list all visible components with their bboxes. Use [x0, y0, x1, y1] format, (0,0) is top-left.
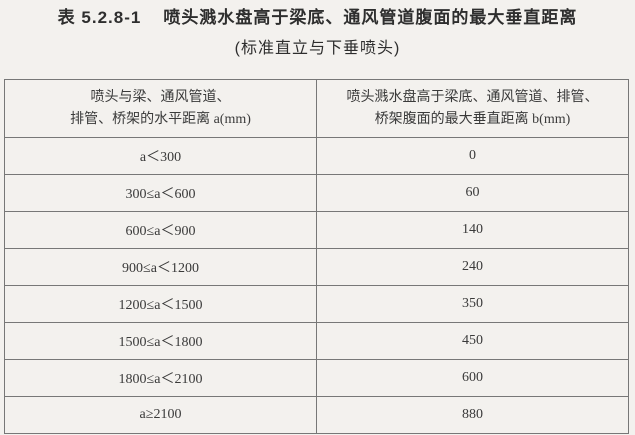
horizontal-distance-cell: 1200≤a＜1500 — [4, 285, 317, 323]
vertical-distance-cell: 60 — [316, 174, 629, 212]
horizontal-distance-cell: a＜300 — [4, 137, 317, 175]
table-row: a≥2100 880 — [4, 396, 629, 434]
header-horizontal-distance: 喷头与梁、通风管道、 排管、桥架的水平距离 a(mm) — [4, 79, 317, 138]
table-row: 600≤a＜900 140 — [4, 211, 629, 249]
header-line: 桥架腹面的最大垂直距离 b(mm) — [374, 111, 571, 127]
header-vertical-distance: 喷头溅水盘高于梁底、通风管道、排管、 桥架腹面的最大垂直距离 b(mm) — [316, 79, 629, 138]
horizontal-distance-cell: 600≤a＜900 — [4, 211, 317, 249]
vertical-distance-cell: 450 — [316, 322, 629, 360]
table-row: 1200≤a＜1500 350 — [4, 285, 629, 323]
table-title: 表 5.2.8-1 喷头溅水盘高于梁底、通风管道腹面的最大垂直距离 — [0, 3, 635, 28]
horizontal-distance-cell: 900≤a＜1200 — [4, 248, 317, 286]
table-row: 1500≤a＜1800 450 — [4, 322, 629, 360]
vertical-distance-cell: 0 — [316, 137, 629, 175]
header-line: 排管、桥架的水平距离 a(mm) — [70, 111, 251, 127]
horizontal-distance-cell: 1800≤a＜2100 — [4, 359, 317, 397]
horizontal-distance-cell: 1500≤a＜1800 — [4, 322, 317, 360]
table-title-text: 喷头溅水盘高于梁底、通风管道腹面的最大垂直距离 — [163, 8, 578, 27]
header-line: 喷头溅水盘高于梁底、通风管道、排管、 — [346, 89, 599, 105]
table-subtitle: (标准直立与下垂喷头) — [234, 40, 401, 57]
distance-table: 喷头与梁、通风管道、 排管、桥架的水平距离 a(mm) 喷头溅水盘高于梁底、通风… — [4, 79, 629, 434]
table-row: 900≤a＜1200 240 — [4, 248, 629, 286]
table-row: a＜300 0 — [4, 137, 629, 175]
horizontal-distance-cell: a≥2100 — [4, 396, 317, 434]
vertical-distance-cell: 240 — [316, 248, 629, 286]
vertical-distance-cell: 880 — [316, 396, 629, 434]
table-number: 表 5.2.8-1 — [57, 8, 142, 27]
header-line: 喷头与梁、通风管道、 — [90, 89, 231, 105]
horizontal-distance-cell: 300≤a＜600 — [4, 174, 317, 212]
table-row: 1800≤a＜2100 600 — [4, 359, 629, 397]
vertical-distance-cell: 350 — [316, 285, 629, 323]
header-row: 喷头与梁、通风管道、 排管、桥架的水平距离 a(mm) 喷头溅水盘高于梁底、通风… — [4, 79, 629, 138]
vertical-distance-cell: 600 — [316, 359, 629, 397]
vertical-distance-cell: 140 — [316, 211, 629, 249]
table-row: 300≤a＜600 60 — [4, 174, 629, 212]
